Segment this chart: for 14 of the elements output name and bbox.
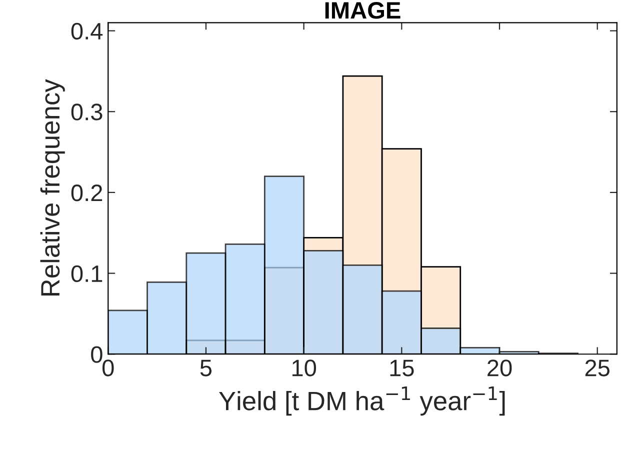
y-tick-label: 0.2 [71,184,102,202]
y-tick-label: 0.4 [71,22,103,40]
y-tick-label: 0.3 [71,104,102,120]
x-axis-title: Yield [t DM ha$^{−1}$ year$^{−1}$] [219,386,505,416]
x-tick-label: 20 [488,360,512,376]
chart-title: IMAGE [325,2,400,19]
y-tick-label: 0.1 [71,265,102,282]
x-tick-label: 25 [585,360,610,376]
x-tick-label: 5 [200,360,212,376]
y-axis-title: Relative frequency [40,79,65,296]
x-tick-label: 15 [390,360,414,376]
x-tick-label: 10 [292,360,316,376]
x-tick-label: 0 [102,360,114,376]
y-tick-label: 0 [91,346,102,363]
